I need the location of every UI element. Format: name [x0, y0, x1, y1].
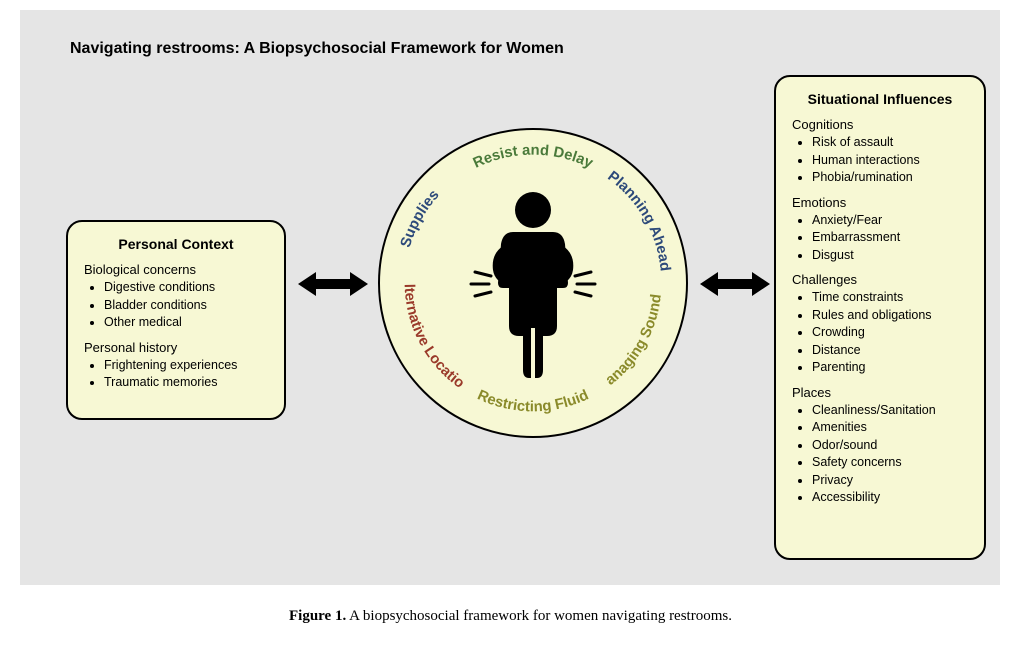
section-heading: Biological concerns [84, 262, 268, 277]
list-item: Risk of assault [812, 134, 968, 152]
list-item: Accessibility [812, 489, 968, 507]
list-item: Crowding [812, 324, 968, 342]
ring-label: Resist and Delay [471, 143, 596, 172]
list-item: Traumatic memories [104, 374, 268, 392]
central-circle: Resist and DelayPlanning AheadManaging S… [378, 128, 688, 438]
panel-title: Personal Context [84, 236, 268, 252]
list-item: Human interactions [812, 152, 968, 170]
ring-label: Alternative Location [380, 130, 467, 392]
list-item: Digestive conditions [104, 279, 268, 297]
personal-context-panel: Personal Context Biological concerns Dige… [66, 220, 286, 420]
ring-label: Restricting Fluid [475, 387, 591, 415]
list-item: Bladder conditions [104, 297, 268, 315]
ring-label: Supplies [398, 187, 443, 250]
list-item: Odor/sound [812, 437, 968, 455]
panel-body: Biological concerns Digestive conditionsB… [84, 262, 268, 392]
main-title: Navigating restrooms: A Biopsychosocial … [70, 40, 564, 58]
caption-text: A biopsychosocial framework for women na… [346, 608, 732, 624]
list-item: Disgust [812, 247, 968, 265]
diagram-frame: Navigating restrooms: A Biopsychosocial … [20, 10, 1000, 585]
list-item: Phobia/rumination [812, 169, 968, 187]
panel-title: Situational Influences [792, 91, 968, 107]
list-item: Distance [812, 342, 968, 360]
section-heading: Challenges [792, 272, 968, 287]
list-item: Anxiety/Fear [812, 212, 968, 230]
section-heading: Emotions [792, 195, 968, 210]
section-heading: Personal history [84, 340, 268, 355]
figure-caption: Figure 1. A biopsychosocial framework fo… [0, 608, 1021, 625]
list-item: Parenting [812, 359, 968, 377]
list-item: Embarrassment [812, 229, 968, 247]
section-heading: Places [792, 385, 968, 400]
section-heading: Cognitions [792, 117, 968, 132]
list-item: Safety concerns [812, 454, 968, 472]
situational-influences-panel: Situational Influences Cognitions Risk of… [774, 75, 986, 560]
ring-label: Planning Ahead [604, 168, 672, 272]
caption-bold: Figure 1. [289, 608, 346, 624]
list-item: Amenities [812, 419, 968, 437]
list-item: Cleanliness/Sanitation [812, 402, 968, 420]
double-arrow-icon [700, 270, 770, 298]
section-list: Cleanliness/SanitationAmenitiesOdor/soun… [792, 402, 968, 507]
list-item: Frightening experiences [104, 357, 268, 375]
section-list: Time constraintsRules and obligationsCro… [792, 289, 968, 377]
list-item: Rules and obligations [812, 307, 968, 325]
list-item: Other medical [104, 314, 268, 332]
section-list: Risk of assaultHuman interactionsPhobia/… [792, 134, 968, 187]
person-distress-icon [463, 188, 603, 378]
double-arrow-icon [298, 270, 368, 298]
section-list: Digestive conditionsBladder conditionsOt… [84, 279, 268, 332]
panel-body: Cognitions Risk of assaultHuman interacti… [792, 117, 968, 507]
section-list: Frightening experiencesTraumatic memorie… [84, 357, 268, 392]
section-list: Anxiety/FearEmbarrassmentDisgust [792, 212, 968, 265]
list-item: Time constraints [812, 289, 968, 307]
list-item: Privacy [812, 472, 968, 490]
